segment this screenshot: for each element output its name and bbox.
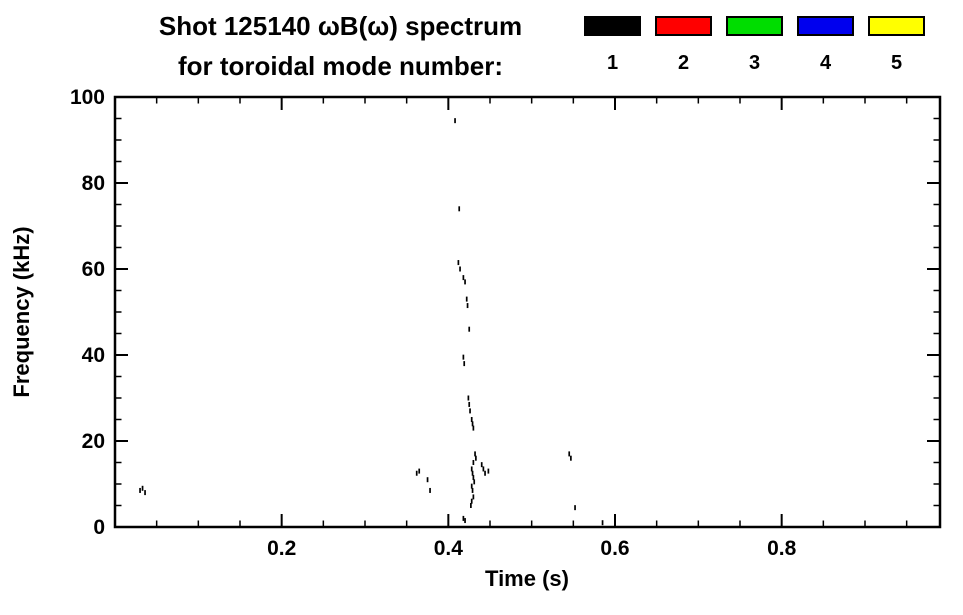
legend-label: 5 (890, 52, 903, 74)
chart-title: Shot 125140 ωB(ω) spectrum (158, 11, 523, 41)
svg-text:0.8: 0.8 (767, 537, 797, 560)
svg-text:0.6: 0.6 (600, 537, 629, 560)
legend-entry: 4 (797, 16, 854, 75)
x-axis-label: Time (s) (485, 566, 569, 591)
svg-text:40: 40 (82, 344, 105, 367)
legend-label: 3 (748, 52, 761, 74)
svg-text:100: 100 (70, 86, 105, 109)
legend-label: 2 (677, 52, 690, 74)
legend-entry: 5 (868, 16, 925, 75)
chart-subtitle: for toroidal mode number: (178, 51, 503, 82)
legend-entry: 3 (726, 16, 783, 75)
chart-title-block: Shot 125140 ωB(ω) spectrum for toroidal … (108, 6, 573, 87)
legend-swatch (797, 16, 854, 36)
svg-text:20: 20 (82, 430, 105, 453)
legend: 1 2 3 4 5 (584, 16, 939, 75)
legend-swatch (726, 16, 783, 36)
legend-entry: 2 (655, 16, 712, 75)
axes: 0.2 0.4 0.6 0.8 0 20 40 60 80 100 (70, 86, 942, 560)
legend-label: 4 (819, 52, 832, 74)
legend-swatch (655, 16, 712, 36)
svg-text:0.2: 0.2 (267, 537, 296, 560)
legend-swatch (584, 16, 641, 36)
data-points (139, 118, 604, 526)
svg-text:0: 0 (93, 516, 105, 539)
svg-text:60: 60 (82, 258, 105, 281)
svg-text:80: 80 (82, 172, 105, 195)
legend-label: 1 (606, 52, 619, 74)
legend-entry: 1 (584, 16, 641, 75)
svg-text:0.4: 0.4 (434, 537, 464, 560)
legend-swatch (868, 16, 925, 36)
